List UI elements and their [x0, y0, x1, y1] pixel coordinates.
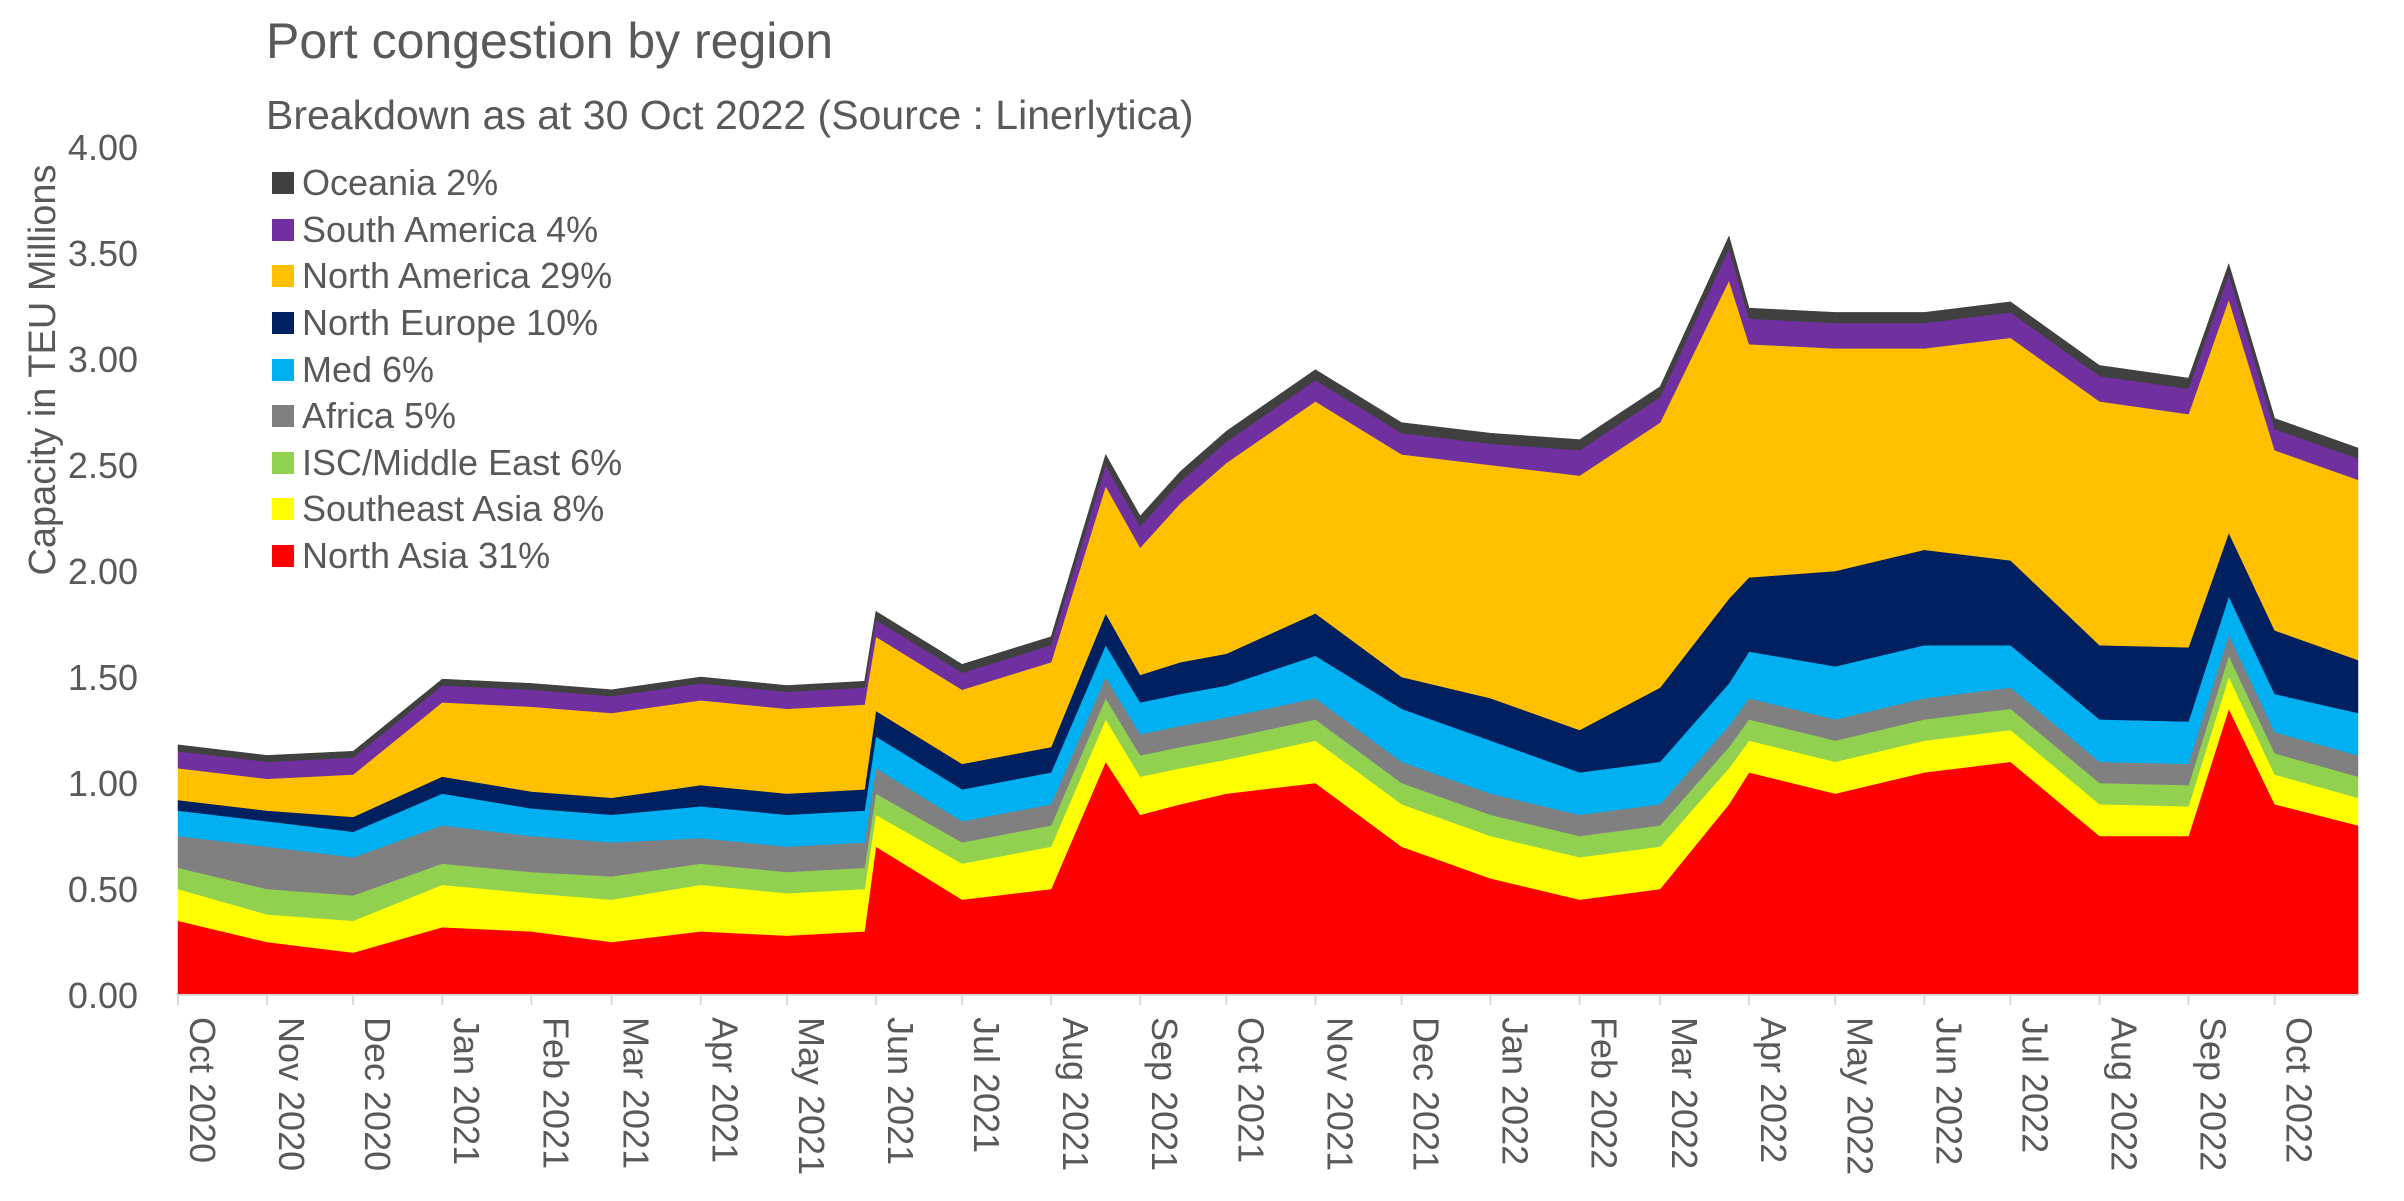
legend-label: Med 6%: [302, 348, 435, 390]
legend-item: Africa 5%: [272, 393, 622, 440]
x-tick-label: Apr 2022: [1753, 1017, 1794, 1163]
legend-item: ISC/Middle East 6%: [272, 440, 622, 487]
legend-label: ISC/Middle East 6%: [302, 441, 623, 483]
x-tick-label: Sep 2022: [2193, 1017, 2234, 1171]
x-tick-label: Sep 2021: [1144, 1017, 1185, 1171]
x-tick-label: Oct 2022: [2279, 1017, 2320, 1163]
legend-item: Oceania 2%: [272, 160, 622, 207]
y-tick-label: 4.00: [68, 127, 138, 168]
legend-item: North Asia 31%: [272, 533, 622, 580]
legend-item: Med 6%: [272, 346, 622, 393]
x-tick-label: Feb 2021: [535, 1017, 576, 1169]
chart-legend: Oceania 2% South America 4% North America …: [272, 160, 622, 579]
legend-swatch: [272, 172, 294, 195]
legend-label: Southeast Asia 8%: [302, 488, 605, 530]
x-tick-label: Feb 2022: [1584, 1017, 1625, 1169]
legend-swatch: [272, 358, 294, 381]
y-tick-label: 1.50: [68, 657, 138, 698]
x-tick-label: Dec 2021: [1406, 1017, 1447, 1171]
y-axis-label: Capacity in TEU Millions: [22, 164, 64, 575]
y-tick-label: 2.00: [68, 551, 138, 592]
legend-swatch: [272, 498, 294, 521]
legend-label: South America 4%: [302, 208, 599, 250]
legend-item: North Europe 10%: [272, 300, 622, 347]
x-tick-label: Nov 2020: [271, 1017, 312, 1171]
legend-label: North Europe 10%: [302, 302, 599, 344]
x-tick-label: Mar 2021: [616, 1017, 657, 1169]
chart-subtitle: Breakdown as at 30 Oct 2022 (Source : Li…: [266, 92, 1194, 138]
x-axis: Oct 2020 Nov 2020 Dec 2020 Jan 2021 Feb 2021…: [177, 994, 2358, 1175]
x-tick-label: May 2021: [791, 1017, 832, 1175]
legend-label: North Asia 31%: [302, 535, 551, 577]
legend-label: Oceania 2%: [302, 162, 499, 204]
x-tick-label: May 2022: [1839, 1017, 1880, 1175]
x-tick-label: Oct 2020: [182, 1017, 223, 1163]
legend-swatch: [272, 451, 294, 474]
legend-item: South America 4%: [272, 207, 622, 254]
y-tick-label: 3.50: [68, 233, 138, 274]
x-tick-label: Dec 2020: [357, 1017, 398, 1171]
x-tick-label: Jan 2021: [446, 1017, 487, 1165]
legend-label: North America 29%: [302, 255, 613, 297]
legend-swatch: [272, 218, 294, 241]
y-tick-label: 0.00: [68, 975, 138, 1016]
legend-swatch: [272, 545, 294, 568]
plot-area: [177, 235, 2359, 996]
x-tick-label: Jul 2021: [966, 1017, 1007, 1153]
y-tick-label: 2.50: [68, 445, 138, 486]
x-tick-label: Aug 2021: [1055, 1017, 1096, 1171]
y-tick-label: 0.50: [68, 869, 138, 910]
x-tick-label: Jun 2021: [880, 1017, 921, 1165]
x-tick-label: Mar 2022: [1664, 1017, 1705, 1169]
legend-swatch: [272, 265, 294, 288]
x-tick-label: Nov 2021: [1319, 1017, 1360, 1171]
x-tick-label: Jan 2022: [1495, 1017, 1536, 1165]
y-tick-label: 1.00: [68, 763, 138, 804]
area-series-8: [177, 235, 2359, 763]
x-tick-label: Jun 2022: [1928, 1017, 1969, 1165]
legend-swatch: [272, 312, 294, 335]
legend-item: Southeast Asia 8%: [272, 486, 622, 533]
legend-swatch: [272, 405, 294, 428]
x-tick-label: Aug 2022: [2104, 1017, 2145, 1171]
legend-label: Africa 5%: [302, 395, 457, 437]
x-tick-label: Apr 2021: [705, 1017, 746, 1163]
y-axis: 0.00 0.50 1.00 1.50 2.00 2.50 3.00 3.50 4.00: [68, 127, 138, 1016]
y-tick-label: 3.00: [68, 339, 138, 380]
x-tick-label: Jul 2022: [2015, 1017, 2056, 1153]
x-tick-label: Oct 2021: [1230, 1017, 1271, 1163]
legend-item: North America 29%: [272, 253, 622, 300]
chart-title: Port congestion by region: [266, 13, 834, 69]
